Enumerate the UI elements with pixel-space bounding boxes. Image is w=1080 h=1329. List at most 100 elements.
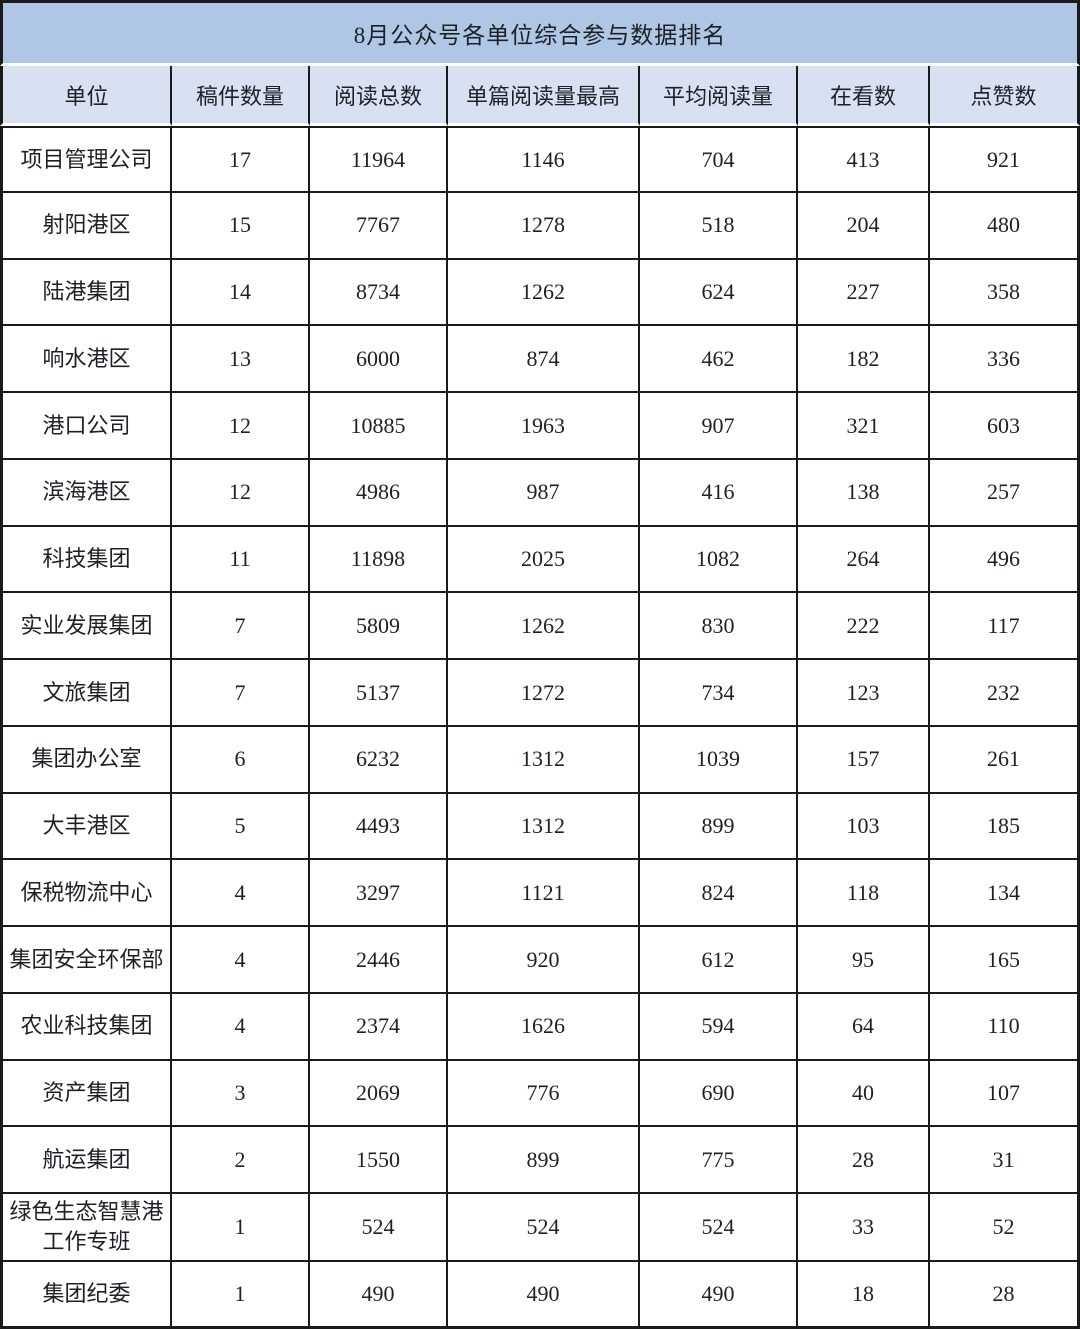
- value-cell: 227: [798, 259, 930, 327]
- value-cell: 987: [448, 459, 640, 527]
- value-cell: 17: [172, 126, 310, 193]
- table-row: 项目管理公司 17 11964 1146 704 413 921: [0, 126, 1080, 193]
- value-cell: 13: [172, 326, 310, 393]
- value-cell: 1963: [448, 393, 640, 460]
- value-cell: 920: [448, 927, 640, 994]
- table-row: 响水港区 13 6000 874 462 182 336: [0, 326, 1080, 393]
- unit-cell: 港口公司: [0, 393, 172, 460]
- unit-cell: 科技集团: [0, 526, 172, 594]
- table-row: 资产集团 3 2069 776 690 40 107: [0, 1060, 1080, 1128]
- value-cell: 462: [640, 326, 798, 393]
- value-cell: 1312: [448, 793, 640, 861]
- column-header-2: 稿件数量: [172, 66, 310, 126]
- value-cell: 33: [798, 1194, 930, 1263]
- value-cell: 7767: [310, 192, 448, 260]
- value-cell: 6232: [310, 726, 448, 794]
- value-cell: 1262: [448, 259, 640, 327]
- header-row: 单位 稿件数量 阅读总数 单篇阅读量最高 平均阅读量 在看数 点赞数: [0, 66, 1080, 126]
- unit-cell: 文旅集团: [0, 660, 172, 727]
- value-cell: 1039: [640, 726, 798, 794]
- value-cell: 110: [930, 993, 1080, 1061]
- value-cell: 2069: [310, 1060, 448, 1128]
- value-cell: 52: [930, 1194, 1080, 1263]
- unit-cell: 农业科技集团: [0, 993, 172, 1061]
- value-cell: 899: [448, 1127, 640, 1194]
- value-cell: 4986: [310, 459, 448, 527]
- unit-cell: 陆港集团: [0, 259, 172, 327]
- column-header-7: 点赞数: [930, 66, 1080, 126]
- value-cell: 6000: [310, 326, 448, 393]
- value-cell: 117: [930, 593, 1080, 660]
- value-cell: 165: [930, 927, 1080, 994]
- table-row: 滨海港区 12 4986 987 416 138 257: [0, 459, 1080, 527]
- value-cell: 12: [172, 393, 310, 460]
- unit-cell: 集团安全环保部: [0, 927, 172, 994]
- value-cell: 1: [172, 1262, 310, 1329]
- value-cell: 524: [310, 1194, 448, 1263]
- unit-cell: 滨海港区: [0, 459, 172, 527]
- value-cell: 204: [798, 192, 930, 260]
- table-row: 陆港集团 14 8734 1262 624 227 358: [0, 259, 1080, 327]
- value-cell: 182: [798, 326, 930, 393]
- value-cell: 5: [172, 793, 310, 861]
- value-cell: 518: [640, 192, 798, 260]
- value-cell: 624: [640, 259, 798, 327]
- column-header-6: 在看数: [798, 66, 930, 126]
- value-cell: 18: [798, 1262, 930, 1329]
- value-cell: 1121: [448, 860, 640, 927]
- value-cell: 490: [310, 1262, 448, 1329]
- value-cell: 2374: [310, 993, 448, 1061]
- value-cell: 232: [930, 660, 1080, 727]
- value-cell: 921: [930, 126, 1080, 193]
- value-cell: 776: [448, 1060, 640, 1128]
- value-cell: 28: [798, 1127, 930, 1194]
- value-cell: 118: [798, 860, 930, 927]
- title-row: 8月公众号各单位综合参与数据排名: [0, 0, 1080, 66]
- value-cell: 40: [798, 1060, 930, 1128]
- value-cell: 7: [172, 660, 310, 727]
- value-cell: 11964: [310, 126, 448, 193]
- value-cell: 480: [930, 192, 1080, 260]
- value-cell: 6: [172, 726, 310, 794]
- column-header-1: 单位: [0, 66, 172, 126]
- value-cell: 603: [930, 393, 1080, 460]
- value-cell: 907: [640, 393, 798, 460]
- value-cell: 336: [930, 326, 1080, 393]
- unit-cell: 集团纪委: [0, 1262, 172, 1329]
- value-cell: 413: [798, 126, 930, 193]
- value-cell: 95: [798, 927, 930, 994]
- value-cell: 594: [640, 993, 798, 1061]
- table-row: 港口公司 12 10885 1963 907 321 603: [0, 393, 1080, 460]
- unit-cell: 响水港区: [0, 326, 172, 393]
- value-cell: 1: [172, 1194, 310, 1263]
- value-cell: 261: [930, 726, 1080, 794]
- table-row: 集团纪委 1 490 490 490 18 28: [0, 1262, 1080, 1329]
- value-cell: 264: [798, 526, 930, 594]
- value-cell: 2025: [448, 526, 640, 594]
- value-cell: 12: [172, 459, 310, 527]
- unit-cell: 绿色生态智慧港工作专班: [0, 1194, 172, 1263]
- value-cell: 734: [640, 660, 798, 727]
- value-cell: 4: [172, 860, 310, 927]
- table-row: 集团安全环保部 4 2446 920 612 95 165: [0, 927, 1080, 994]
- value-cell: 3: [172, 1060, 310, 1128]
- value-cell: 1146: [448, 126, 640, 193]
- value-cell: 612: [640, 927, 798, 994]
- value-cell: 2: [172, 1127, 310, 1194]
- column-header-4: 单篇阅读量最高: [448, 66, 640, 126]
- value-cell: 524: [640, 1194, 798, 1263]
- value-cell: 775: [640, 1127, 798, 1194]
- unit-cell: 实业发展集团: [0, 593, 172, 660]
- value-cell: 8734: [310, 259, 448, 327]
- value-cell: 490: [448, 1262, 640, 1329]
- value-cell: 1278: [448, 192, 640, 260]
- value-cell: 103: [798, 793, 930, 861]
- value-cell: 5137: [310, 660, 448, 727]
- value-cell: 134: [930, 860, 1080, 927]
- value-cell: 4: [172, 993, 310, 1061]
- value-cell: 490: [640, 1262, 798, 1329]
- value-cell: 1626: [448, 993, 640, 1061]
- table-row: 文旅集团 7 5137 1272 734 123 232: [0, 660, 1080, 727]
- table-row: 绿色生态智慧港工作专班 1 524 524 524 33 52: [0, 1194, 1080, 1263]
